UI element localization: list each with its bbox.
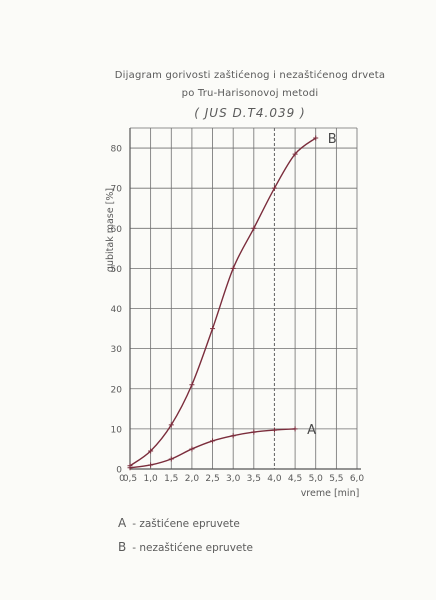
data-point-a xyxy=(251,429,257,435)
x-tick-label: 1,5 xyxy=(164,474,178,484)
data-point-b xyxy=(313,135,319,141)
y-tick-label: 0 xyxy=(116,466,122,476)
series-label-a: A xyxy=(307,423,316,438)
marks: AB xyxy=(127,132,337,471)
x-tick-label: 4,5 xyxy=(288,474,302,484)
data-point-b xyxy=(127,463,133,469)
data-point-b xyxy=(230,265,236,271)
x-tick-label: 5,5 xyxy=(329,474,343,484)
x-tick-label: 5,0 xyxy=(309,474,324,484)
data-point-a xyxy=(168,456,174,462)
data-point-b xyxy=(168,422,174,428)
legend-item-b: B - nezaštićene epruvete xyxy=(118,540,253,554)
y-tick-label: 80 xyxy=(111,145,123,155)
legend-item-a: A - zaštićene epruvete xyxy=(118,516,240,530)
chart-title: Dijagram gorivosti zaštićenog i nezaštić… xyxy=(114,70,386,81)
y-tick-label: 40 xyxy=(111,305,123,315)
data-point-b xyxy=(210,326,216,332)
chart-standard: ( JUS D.T4.039 ) xyxy=(194,106,306,120)
x-tick-label: 4,0 xyxy=(267,474,282,484)
data-point-b xyxy=(189,382,195,388)
legend-key-b: B xyxy=(118,540,127,554)
y-tick-label: 50 xyxy=(111,265,123,275)
data-point-b xyxy=(271,185,277,191)
legend-text-a: - zaštićene epruvete xyxy=(132,518,240,530)
x-tick-label: 3,5 xyxy=(247,474,261,484)
chart-subtitle: po Tru-Harisonovoj metodi xyxy=(181,88,319,99)
y-axis-label: gubitak mase [%] xyxy=(105,188,116,272)
axes: 0 10 20 30 40 50 60 70 80 00,5 1,0 1,5 2,0 2,5 3,0 3,5 4… xyxy=(111,128,365,484)
data-point-b xyxy=(292,151,298,157)
data-point-a xyxy=(230,433,236,439)
y-tick-label: 70 xyxy=(111,185,123,195)
x-tick-label: 0,5 xyxy=(123,474,137,484)
y-tick-label: 30 xyxy=(111,345,123,355)
data-point-b xyxy=(251,225,257,231)
legend-key-a: A xyxy=(118,516,127,530)
x-tick-label: 2,0 xyxy=(185,474,200,484)
data-point-a xyxy=(148,462,154,468)
series-label-b: B xyxy=(328,132,337,147)
data-point-a xyxy=(210,438,216,444)
y-tick-label: 10 xyxy=(111,425,123,435)
x-tick-label: 3,0 xyxy=(226,474,241,484)
data-point-a xyxy=(271,427,277,433)
legend-text-b: - nezaštićene epruvete xyxy=(132,542,253,554)
y-tick-label: 60 xyxy=(111,225,123,235)
x-axis-label: vreme [min] xyxy=(301,488,360,499)
data-point-b xyxy=(148,448,154,454)
series-line-b xyxy=(129,137,317,467)
y-tick-label: 20 xyxy=(111,385,123,395)
x-tick-label: 2,5 xyxy=(205,474,219,484)
data-point-a xyxy=(189,446,195,452)
x-tick-label: 6,0 xyxy=(350,474,365,484)
x-tick-label-zero: 0 xyxy=(119,474,125,484)
data-point-a xyxy=(292,426,298,432)
x-tick-label: 1,0 xyxy=(143,474,158,484)
grid xyxy=(130,127,358,469)
